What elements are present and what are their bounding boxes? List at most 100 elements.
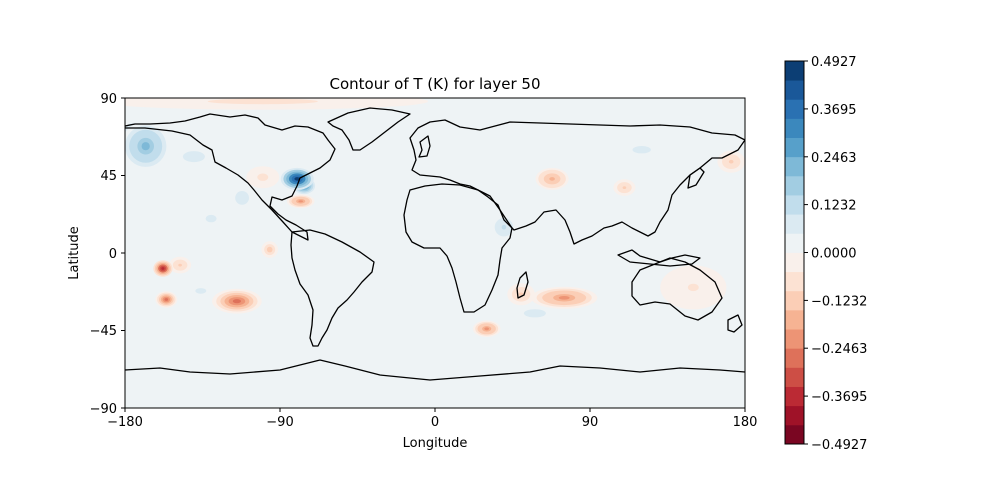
temperature-anomaly — [194, 207, 228, 230]
contour-level — [531, 311, 539, 315]
contour-level — [687, 283, 699, 292]
temperature-anomaly — [345, 237, 456, 304]
contour-level — [632, 146, 651, 154]
contour-level — [141, 142, 150, 151]
colorbar-band — [785, 271, 804, 292]
colorbar-band — [785, 329, 804, 349]
contour-level — [298, 200, 304, 203]
colorbar-band — [785, 405, 804, 426]
temperature-anomaly — [717, 150, 745, 173]
contour-level — [320, 317, 344, 327]
temperature-anomaly — [512, 305, 557, 322]
temperature-anomaly — [342, 127, 425, 172]
colorbar-band — [785, 118, 804, 138]
x-axis: −180 −90 0 90 180 Longitude — [107, 408, 757, 451]
colorbar-tick-label: −0.4927 — [811, 438, 867, 453]
colorbar-tick-label: −0.2463 — [811, 342, 867, 357]
colorbar-band — [785, 424, 804, 445]
contour-level — [391, 264, 410, 276]
contour-level — [198, 289, 204, 293]
x-axis-label: Longitude — [403, 436, 468, 451]
temperature-anomaly — [472, 320, 501, 338]
y-axis-label: Latitude — [67, 226, 82, 280]
temperature-anomaly — [155, 291, 178, 308]
coastline-japan — [687, 167, 705, 189]
contour-level — [268, 248, 272, 252]
y-axis: 90 45 0 −45 −90 Latitude — [67, 92, 125, 417]
x-tick-label: 180 — [733, 415, 758, 430]
contour-level — [239, 195, 245, 201]
y-tick-label: −45 — [90, 324, 117, 339]
colorbar-band — [785, 61, 804, 81]
colorbar-band — [785, 309, 804, 330]
temperature-anomaly — [184, 282, 218, 300]
colorbar-tick-label: −0.3695 — [811, 390, 867, 405]
temperature-anomaly — [261, 241, 279, 258]
temperature-anomaly — [153, 260, 173, 277]
temperature-anomaly — [160, 140, 227, 174]
temperature-anomaly — [125, 98, 429, 110]
colorbar-band — [785, 233, 804, 253]
temperature-anomaly — [613, 179, 636, 196]
temperature-anomaly — [490, 213, 518, 241]
contour-level — [235, 100, 291, 103]
temperature-anomaly — [586, 127, 697, 172]
temperature-anomaly — [531, 286, 598, 309]
x-tick-label: 90 — [582, 415, 599, 430]
coastline-antarctica — [125, 359, 745, 381]
contour-level — [501, 224, 507, 230]
colorbar-bands — [785, 61, 804, 445]
anomaly-field — [125, 98, 745, 350]
colorbar-tick-label: 0.0000 — [811, 247, 857, 262]
coastline-indonesia — [617, 249, 701, 267]
y-tick-label: 90 — [100, 92, 117, 107]
temperature-anomaly — [125, 121, 171, 171]
colorbar-band — [785, 290, 804, 311]
colorbar-band — [785, 195, 804, 215]
colorbar-band — [785, 80, 804, 100]
coastline-madagascar — [516, 271, 529, 299]
colorbar-band — [785, 367, 804, 387]
contour-level — [188, 153, 200, 160]
temperature-anomaly — [212, 288, 262, 314]
colorbar: 0.4927 0.3695 0.2463 0.1232 0.0000 −0.12… — [784, 55, 867, 453]
map-axes: −180 −90 0 90 180 Longitude 90 45 0 −45 … — [67, 92, 757, 451]
colorbar-tick-label: 0.1232 — [811, 199, 857, 214]
contour-level — [232, 299, 241, 304]
x-tick-label: −180 — [107, 415, 143, 430]
y-tick-label: −90 — [90, 402, 117, 417]
coastline-uk — [418, 135, 431, 158]
contour-level — [558, 296, 570, 300]
coastline-north-america — [125, 113, 336, 241]
colorbar-band — [785, 156, 804, 177]
colorbar-band — [785, 252, 804, 273]
x-tick-label: −90 — [266, 415, 293, 430]
colorbar-tick-label: 0.3695 — [811, 103, 857, 118]
temperature-anomaly — [228, 184, 256, 212]
temperature-anomaly — [507, 283, 535, 306]
colorbar-band — [785, 137, 804, 158]
coastline-africa — [403, 183, 513, 313]
colorbar-tick-label: 0.2463 — [811, 151, 857, 166]
x-tick-label: 0 — [431, 415, 439, 430]
temperature-anomaly — [246, 166, 280, 189]
colorbar-band — [785, 214, 804, 234]
y-tick-label: 0 — [109, 247, 117, 262]
temperature-anomaly — [169, 256, 192, 274]
colorbar-band — [785, 175, 804, 196]
colorbar-tick-label: 0.4927 — [811, 55, 857, 70]
chart-title: Contour of T (K) for layer 50 — [329, 75, 540, 93]
contour-level — [294, 177, 301, 181]
contour-level — [260, 175, 266, 179]
contour-level — [178, 263, 182, 267]
contour-level — [549, 177, 555, 181]
colorbar-band — [785, 99, 804, 119]
coastline-eurasia — [409, 119, 745, 245]
contour-level — [728, 159, 734, 164]
contour-level — [622, 186, 627, 190]
coastline-new-zealand — [727, 314, 743, 333]
contour-level — [164, 298, 169, 301]
temperature-anomaly — [535, 167, 569, 190]
colorbar-band — [785, 386, 804, 407]
contour-level — [161, 267, 165, 270]
